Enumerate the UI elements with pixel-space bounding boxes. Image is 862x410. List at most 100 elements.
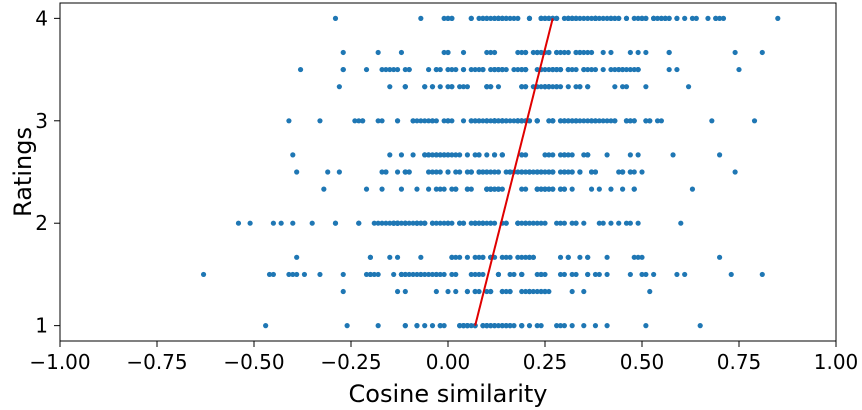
scatter-point bbox=[620, 66, 626, 73]
scatter-point bbox=[363, 271, 370, 278]
scatter-point bbox=[429, 271, 436, 278]
scatter-point bbox=[631, 66, 637, 73]
scatter-point bbox=[685, 84, 692, 90]
scatter-point bbox=[414, 271, 420, 278]
scatter-points bbox=[200, 15, 781, 329]
scatter-point bbox=[464, 288, 470, 295]
scatter-point bbox=[561, 220, 568, 226]
scatter-point bbox=[581, 323, 587, 329]
scatter-point bbox=[523, 169, 529, 175]
x-tick-label: −0.75 bbox=[126, 350, 187, 374]
scatter-point bbox=[480, 15, 486, 21]
scatter-point bbox=[751, 118, 758, 124]
scatter-point bbox=[445, 152, 451, 158]
x-tick-label: 0.75 bbox=[717, 350, 762, 374]
scatter-point bbox=[426, 271, 432, 278]
x-axis: −1.00 −0.75 −0.50 −0.25 0.00 0.25 0.50 0.75 1.00 bbox=[29, 341, 858, 374]
scatter-point bbox=[286, 271, 292, 278]
scatter-point bbox=[363, 186, 370, 192]
scatter-point bbox=[608, 15, 614, 21]
scatter-point bbox=[449, 220, 455, 226]
scatter-point bbox=[612, 84, 618, 90]
scatter-point bbox=[297, 66, 304, 73]
scatter-point bbox=[356, 118, 362, 124]
scatter-point bbox=[651, 15, 657, 21]
scatter-point bbox=[639, 254, 645, 260]
scatter-point bbox=[406, 169, 412, 175]
scatter-point bbox=[623, 84, 630, 90]
scatter-point bbox=[441, 323, 447, 329]
scatter-point bbox=[561, 15, 568, 21]
scatter-point bbox=[278, 220, 284, 226]
scatter-point bbox=[468, 118, 474, 124]
scatter-point bbox=[643, 271, 649, 278]
scatter-point bbox=[577, 49, 583, 56]
scatter-point bbox=[468, 323, 474, 329]
scatter-point bbox=[554, 84, 560, 90]
scatter-point bbox=[476, 66, 482, 73]
scatter-point bbox=[476, 152, 482, 158]
scatter-point bbox=[453, 152, 459, 158]
scatter-point bbox=[557, 220, 564, 226]
scatter-point bbox=[616, 220, 622, 226]
scatter-point bbox=[620, 84, 626, 90]
scatter-point bbox=[476, 220, 482, 226]
scatter-point bbox=[480, 254, 486, 260]
scatter-point bbox=[538, 271, 544, 278]
scatter-point bbox=[491, 66, 498, 73]
scatter-point bbox=[398, 49, 405, 56]
scatter-point bbox=[557, 169, 564, 175]
scatter-point bbox=[631, 118, 637, 124]
scatter-point bbox=[534, 323, 540, 329]
scatter-point bbox=[437, 169, 443, 175]
scatter-point bbox=[468, 169, 474, 175]
scatter-point bbox=[647, 118, 653, 124]
scatter-point bbox=[608, 186, 614, 192]
scatter-point bbox=[515, 220, 521, 226]
scatter-point bbox=[429, 152, 436, 158]
scatter-point bbox=[460, 220, 467, 226]
scatter-point bbox=[422, 220, 428, 226]
scatter-point bbox=[588, 118, 595, 124]
scatter-point bbox=[503, 220, 509, 226]
scatter-point bbox=[546, 169, 552, 175]
scatter-point bbox=[592, 169, 599, 175]
scatter-point bbox=[429, 118, 436, 124]
scatter-point bbox=[588, 15, 595, 21]
scatter-point bbox=[604, 152, 610, 158]
scatter-point bbox=[387, 254, 393, 260]
scatter-point bbox=[270, 271, 276, 278]
scatter-point bbox=[561, 152, 568, 158]
scatter-point bbox=[775, 15, 781, 21]
scatter-point bbox=[639, 15, 645, 21]
scatter-point bbox=[561, 118, 568, 124]
scatter-point bbox=[460, 66, 467, 73]
scatter-point bbox=[433, 220, 439, 226]
scatter-point bbox=[585, 271, 591, 278]
scatter-point bbox=[573, 84, 579, 90]
fit-line-layer bbox=[474, 18, 554, 326]
scatter-point bbox=[464, 254, 470, 260]
scatter-point bbox=[507, 254, 513, 260]
scatter-point bbox=[557, 186, 564, 192]
scatter-point bbox=[445, 118, 451, 124]
scatter-point bbox=[561, 186, 568, 192]
scatter-point bbox=[507, 323, 513, 329]
scatter-point bbox=[662, 15, 668, 21]
scatter-point bbox=[418, 118, 424, 124]
scatter-point bbox=[654, 118, 661, 124]
scatter-point bbox=[627, 66, 633, 73]
scatter-point bbox=[503, 66, 509, 73]
scatter-point bbox=[678, 220, 684, 226]
scatter-point bbox=[538, 15, 544, 21]
scatter-point bbox=[387, 152, 393, 158]
scatter-point bbox=[499, 118, 505, 124]
scatter-point bbox=[519, 66, 525, 73]
scatter-point bbox=[519, 169, 525, 175]
scatter-point bbox=[565, 15, 571, 21]
y-tick-label: 1 bbox=[35, 314, 48, 338]
scatter-point bbox=[600, 220, 606, 226]
y-tick-label: 4 bbox=[35, 6, 48, 30]
scatter-point bbox=[472, 220, 478, 226]
scatter-point bbox=[515, 169, 521, 175]
